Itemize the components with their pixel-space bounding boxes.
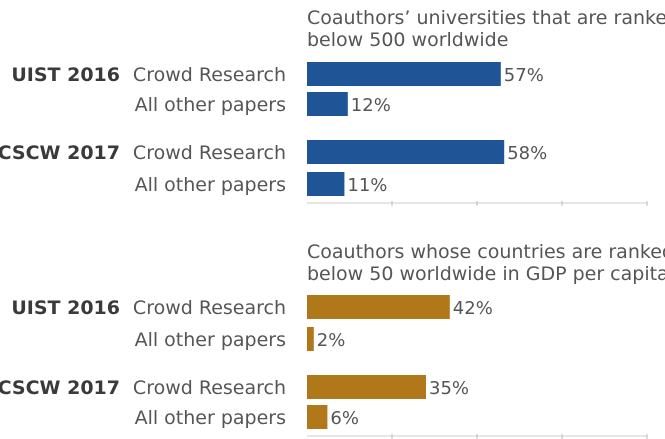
value-label: 42% — [453, 298, 493, 319]
group-label: UIST 2016 — [11, 297, 120, 319]
value-label: 11% — [347, 175, 387, 196]
bar — [307, 327, 314, 351]
value-label: 58% — [507, 143, 547, 164]
value-label: 2% — [317, 330, 346, 351]
category-label: Crowd Research — [133, 64, 286, 86]
category-label: All other papers — [135, 174, 286, 196]
group-label: CSCW 2017 — [0, 142, 120, 164]
bar — [307, 172, 345, 196]
category-label: All other papers — [135, 329, 286, 351]
chart-title-line: Coauthors’ universities that are ranked — [307, 7, 665, 29]
category-label: Crowd Research — [133, 377, 286, 399]
chart-title-line: below 50 worldwide in GDP per capita — [307, 263, 665, 285]
value-label: 6% — [330, 408, 359, 429]
group-label: CSCW 2017 — [0, 377, 120, 399]
category-label: All other papers — [135, 94, 286, 116]
bar — [307, 140, 505, 164]
chart-title-line: Coauthors whose countries are ranked — [307, 241, 665, 263]
group-label: UIST 2016 — [11, 64, 120, 86]
category-label: Crowd Research — [133, 142, 286, 164]
chart-title-line: below 500 worldwide — [307, 29, 508, 51]
bar — [307, 92, 348, 116]
category-label: All other papers — [135, 407, 286, 429]
category-label: Crowd Research — [133, 297, 286, 319]
bar — [307, 295, 450, 319]
value-label: 57% — [504, 65, 544, 86]
value-label: 12% — [351, 95, 391, 116]
value-label: 35% — [429, 378, 469, 399]
bar — [307, 375, 426, 399]
bar — [307, 405, 328, 429]
bar — [307, 62, 501, 86]
